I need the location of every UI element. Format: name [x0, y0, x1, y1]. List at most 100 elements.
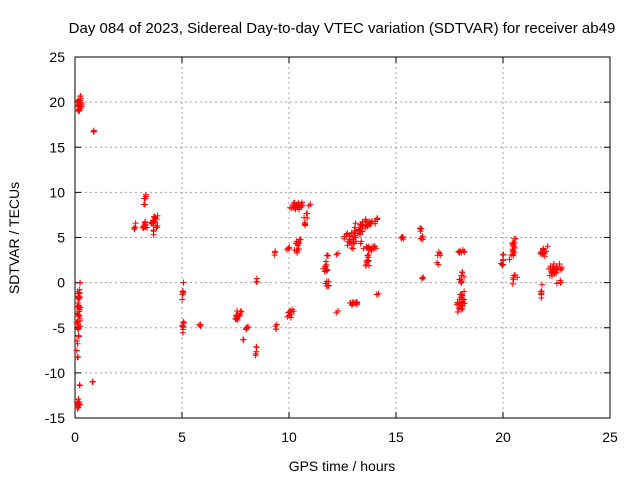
x-tick-label: 15: [388, 429, 404, 445]
data-point: [458, 291, 465, 298]
data-point: [356, 231, 363, 238]
data-point: [76, 290, 83, 297]
y-tick-label: 20: [49, 94, 65, 110]
data-point: [352, 220, 359, 227]
data-point: [143, 193, 150, 200]
data-point: [363, 221, 370, 228]
data-point: [344, 242, 351, 249]
data-point: [132, 220, 139, 227]
data-point: [335, 250, 342, 257]
data-point: [461, 273, 468, 280]
data-point: [272, 248, 279, 255]
data-point: [365, 258, 372, 265]
data-point: [153, 224, 160, 231]
data-point: [74, 299, 81, 306]
data-point: [458, 300, 465, 307]
data-point: [295, 246, 302, 253]
data-point: [75, 353, 82, 360]
data-point: [418, 225, 425, 232]
data-point: [180, 326, 187, 333]
data-point: [434, 259, 441, 266]
data-point: [253, 275, 260, 282]
data-point: [499, 262, 506, 269]
grid: [75, 57, 610, 418]
data-point: [459, 299, 466, 306]
data-point: [286, 312, 293, 319]
data-point: [252, 352, 259, 359]
data-point: [550, 260, 557, 267]
data-point: [76, 296, 83, 303]
data-point: [90, 127, 97, 134]
chart-title: Day 084 of 2023, Sidereal Day-to-day VTE…: [69, 20, 616, 37]
data-point: [500, 251, 507, 258]
y-tick-label: 15: [49, 139, 65, 155]
data-point: [75, 303, 82, 310]
data-point: [399, 233, 406, 240]
data-point: [325, 282, 332, 289]
data-point: [370, 243, 377, 250]
data-point: [77, 401, 84, 408]
data-point: [353, 300, 360, 307]
data-point: [455, 300, 462, 307]
data-point: [461, 248, 468, 255]
data-point: [364, 252, 371, 259]
data-point: [559, 264, 566, 271]
data-point: [541, 253, 548, 260]
data-point: [352, 299, 359, 306]
data-point: [294, 201, 301, 208]
data-point: [358, 238, 365, 245]
data-point: [272, 326, 279, 333]
y-tick-label: 25: [49, 49, 65, 65]
x-tick-label: 0: [71, 429, 79, 445]
data-point: [179, 288, 186, 295]
data-point: [456, 276, 463, 283]
data-point: [506, 256, 513, 263]
data-point: [289, 306, 296, 313]
data-point: [240, 336, 247, 343]
data-point: [234, 316, 241, 323]
data-point: [233, 315, 240, 322]
data-point: [553, 280, 560, 287]
data-point: [299, 199, 306, 206]
data-point: [237, 308, 244, 315]
data-point: [77, 279, 84, 286]
data-points: [73, 93, 566, 413]
data-point: [341, 235, 348, 242]
data-point: [142, 201, 149, 208]
y-tick-label: -15: [45, 410, 65, 426]
data-point: [458, 272, 465, 279]
data-point: [512, 235, 519, 242]
data-point: [77, 93, 84, 100]
data-point: [538, 281, 545, 288]
data-point: [510, 243, 517, 250]
data-point: [420, 274, 427, 281]
data-point: [419, 275, 426, 282]
data-point: [459, 305, 466, 312]
data-point: [511, 239, 518, 246]
data-point: [364, 244, 371, 251]
x-tick-label: 10: [281, 429, 297, 445]
data-point: [322, 263, 329, 270]
data-point: [375, 290, 382, 297]
data-point: [253, 344, 260, 351]
data-point: [142, 218, 149, 225]
data-point: [150, 228, 157, 235]
data-point: [358, 222, 365, 229]
data-point: [307, 201, 314, 208]
data-point: [362, 216, 369, 223]
data-point: [366, 245, 373, 252]
data-point: [556, 260, 563, 267]
data-point: [89, 378, 96, 385]
data-point: [76, 317, 83, 324]
data-point: [458, 280, 465, 287]
data-point: [550, 267, 557, 274]
data-point: [511, 272, 518, 279]
y-tick-label: -10: [45, 365, 65, 381]
data-point: [180, 289, 187, 296]
data-point: [180, 279, 187, 286]
y-tick-label: 10: [49, 184, 65, 200]
data-point: [540, 246, 547, 253]
tick-labels: 0 5 10 15 20 25 -15 -10 -5 0 5 10 15 20 25: [45, 49, 618, 445]
y-tick-label: -5: [53, 320, 66, 336]
data-point: [544, 243, 551, 250]
